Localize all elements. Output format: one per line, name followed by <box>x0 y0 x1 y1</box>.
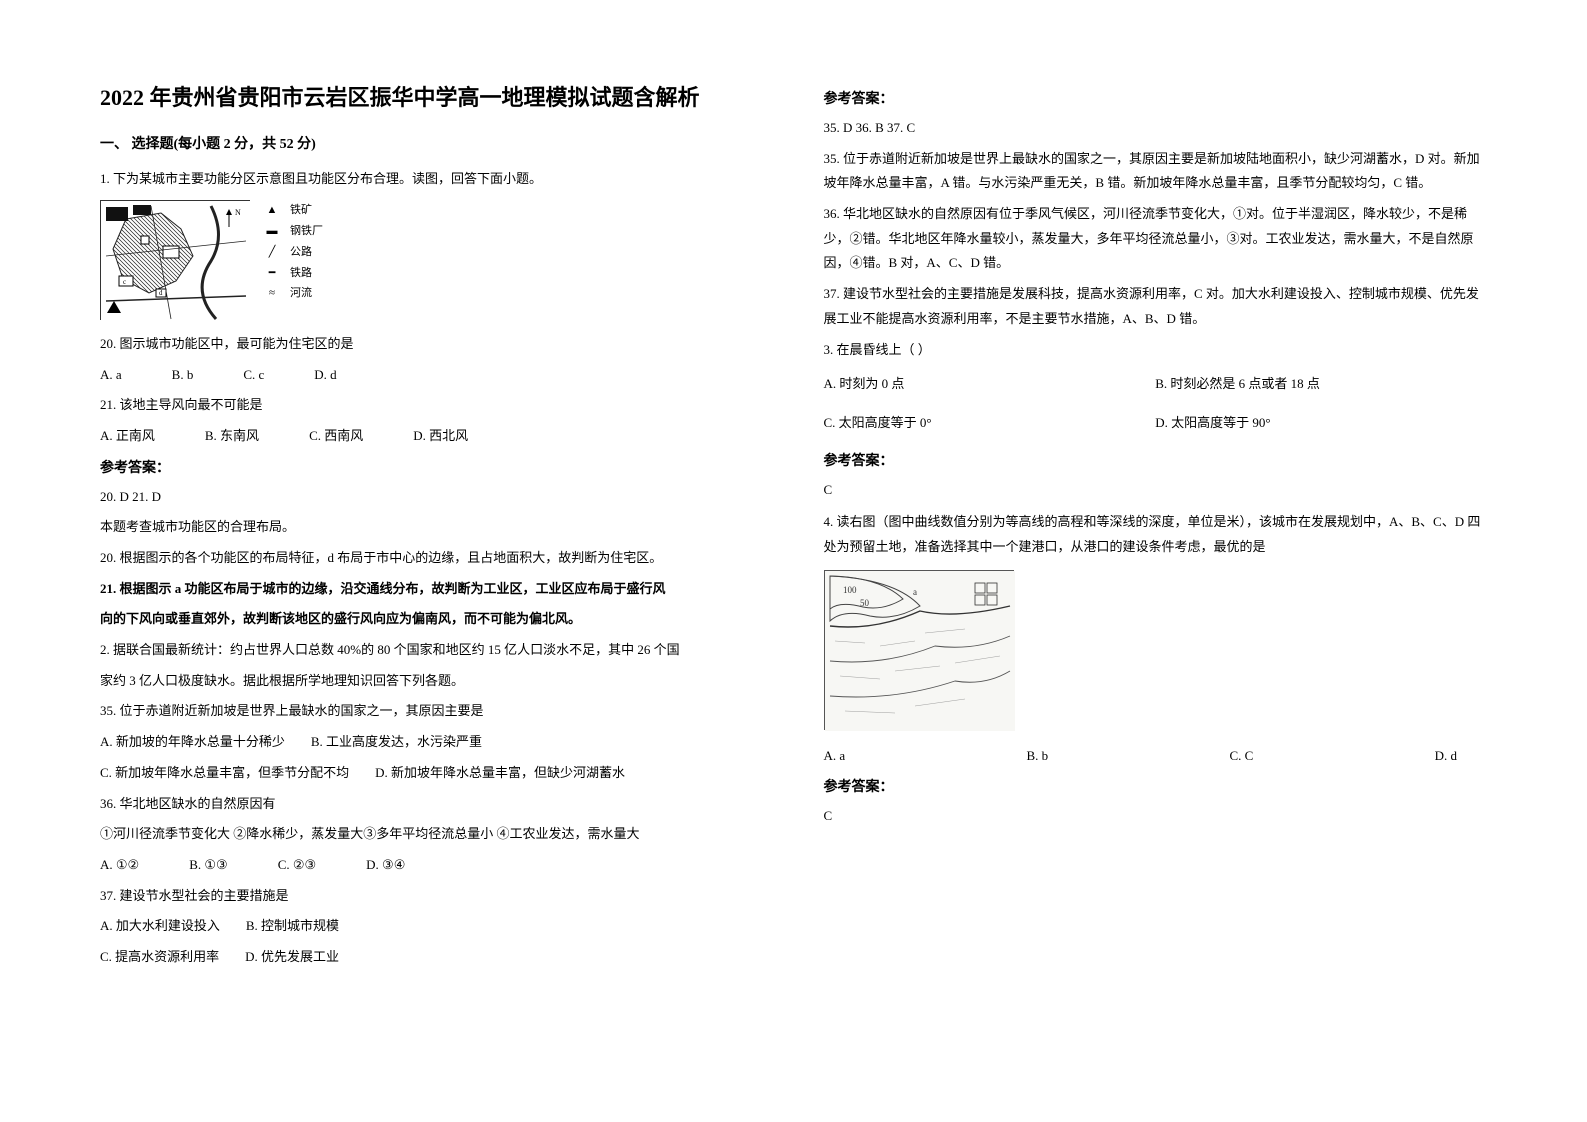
q4-opt-b: B. b <box>1026 744 1048 769</box>
legend-mine: 铁矿 <box>290 200 312 221</box>
legend-river: 河流 <box>290 283 312 304</box>
q1-answer-text1: 本题考查城市功能区的合理布局。 <box>100 515 764 540</box>
q35-stem: 35. 位于赤道附近新加坡是世界上最缺水的国家之一，其原因主要是 <box>100 699 764 724</box>
q4-opt-c: C. C <box>1229 744 1253 769</box>
q36-opt-b: B. ①③ <box>189 853 227 878</box>
q20-stem: 20. 图示城市功能区中，最可能为住宅区的是 <box>100 332 764 357</box>
q21-opt-b: B. 东南风 <box>205 424 259 449</box>
left-column: 2022 年贵州省贵阳市云岩区振华中学高一地理模拟试题含解析 一、 选择题(每小… <box>100 80 764 1072</box>
svg-text:50: 50 <box>860 598 870 608</box>
q37-opt-c: C. 提高水资源利用率 <box>100 949 219 964</box>
q20-opt-b: B. b <box>172 363 194 388</box>
legend: ▲ 铁矿 ▬ 钢铁厂 ╱ 公路 ━ 铁路 ≈ 河流 <box>260 200 323 304</box>
q1-stem: 1. 下为某城市主要功能分区示意图且功能区分布合理。读图，回答下面小题。 <box>100 167 764 192</box>
river-icon: ≈ <box>260 283 284 304</box>
q21-opt-a: A. 正南风 <box>100 424 155 449</box>
rail-icon: ━ <box>260 263 284 284</box>
q20-opt-d: D. d <box>314 363 336 388</box>
svg-text:a: a <box>913 587 917 597</box>
q21-opt-d: D. 西北风 <box>413 424 468 449</box>
svg-text:N: N <box>235 208 241 217</box>
q35-opt-c: C. 新加坡年降水总量丰富，但季节分配不均 <box>100 765 349 780</box>
city-map-image: N c d <box>100 200 250 320</box>
q2-answer-heading: 参考答案： <box>824 88 1488 108</box>
q20-opt-c: C. c <box>243 363 264 388</box>
q4-answer-heading: 参考答案： <box>824 776 1488 796</box>
q35-explanation: 35. 位于赤道附近新加坡是世界上最缺水的国家之一，其原因主要是新加坡陆地面积小… <box>824 147 1488 196</box>
q37-explanation: 37. 建设节水型社会的主要措施是发展科技，提高水资源利用率，C 对。加大水利建… <box>824 282 1488 331</box>
legend-factory: 钢铁厂 <box>290 221 323 242</box>
q1-figure: N c d ▲铁 <box>100 200 764 320</box>
q1-answer-text2: 20. 根据图示的各个功能区的布局特征，d 布局于市中心的边缘，且占地面积大，故… <box>100 546 764 571</box>
q1-answer-text4: 向的下风向或垂直郊外，故判断该地区的盛行风向应为偏南风，而不可能为偏北风。 <box>100 607 764 632</box>
q1-answer-heading: 参考答案： <box>100 457 764 477</box>
q4-options: A. a B. b C. C D. d <box>824 744 1488 769</box>
q4-opt-d: D. d <box>1435 744 1457 769</box>
q4-opt-a: A. a <box>824 744 846 769</box>
svg-text:100: 100 <box>843 585 857 595</box>
q3-options: A. 时刻为 0 点 B. 时刻必然是 6 点或者 18 点 C. 太阳高度等于… <box>824 372 1488 435</box>
q21-opt-c: C. 西南风 <box>309 424 363 449</box>
q3-opt-c: C. 太阳高度等于 0° <box>824 411 1156 436</box>
q4-figure: 100 50 a <box>824 570 1014 730</box>
q3-opt-d: D. 太阳高度等于 90° <box>1155 411 1487 436</box>
q37-opts-row1: A. 加大水利建设投入 B. 控制城市规模 <box>100 914 764 939</box>
q36-options: A. ①② B. ①③ C. ②③ D. ③④ <box>100 853 764 878</box>
q37-opt-b: B. 控制城市规模 <box>246 918 339 933</box>
q36-subitems: ①河川径流季节变化大 ②降水稀少，蒸发量大③多年平均径流总量小 ④工农业发达，需… <box>100 822 764 847</box>
section-1-heading: 一、 选择题(每小题 2 分，共 52 分) <box>100 133 764 153</box>
right-column: 参考答案： 35. D 36. B 37. C 35. 位于赤道附近新加坡是世界… <box>824 80 1488 1072</box>
q4-stem: 4. 读右图（图中曲线数值分别为等高线的高程和等深线的深度，单位是米），该城市在… <box>824 510 1488 559</box>
q1-answer-text3: 21. 根据图示 a 功能区布局于城市的边缘，沿交通线分布，故判断为工业区，工业… <box>100 577 764 602</box>
factory-icon: ▬ <box>260 221 284 242</box>
q37-opt-d: D. 优先发展工业 <box>245 949 339 964</box>
q36-opt-a: A. ①② <box>100 853 139 878</box>
q35-opt-d: D. 新加坡年降水总量丰富，但缺少河湖蓄水 <box>375 765 625 780</box>
q21-stem: 21. 该地主导风向最不可能是 <box>100 393 764 418</box>
legend-rail: 铁路 <box>290 263 312 284</box>
q36-opt-c: C. ②③ <box>278 853 316 878</box>
mine-icon: ▲ <box>260 200 284 221</box>
q1-answer-line: 20. D 21. D <box>100 485 764 510</box>
q37-opts-row2: C. 提高水资源利用率 D. 优先发展工业 <box>100 945 764 970</box>
q37-opt-a: A. 加大水利建设投入 <box>100 918 220 933</box>
q35-opt-a: A. 新加坡的年降水总量十分稀少 <box>100 734 285 749</box>
q2-stem-line1: 2. 据联合国最新统计：约占世界人口总数 40%的 80 个国家和地区约 15 … <box>100 638 764 663</box>
q3-stem: 3. 在晨昏线上（ ） <box>824 338 1488 363</box>
q20-opt-a: A. a <box>100 363 122 388</box>
q35-opt-b: B. 工业高度发达，水污染严重 <box>311 734 482 749</box>
road-icon: ╱ <box>260 242 284 263</box>
exam-title: 2022 年贵州省贵阳市云岩区振华中学高一地理模拟试题含解析 <box>100 80 764 115</box>
q4-answer: C <box>824 804 1488 829</box>
q2-answer-line: 35. D 36. B 37. C <box>824 116 1488 141</box>
q3-answer-heading: 参考答案： <box>824 450 1488 470</box>
q20-options: A. a B. b C. c D. d <box>100 363 764 388</box>
q3-opt-b: B. 时刻必然是 6 点或者 18 点 <box>1155 372 1487 397</box>
q2-stem-line2: 家约 3 亿人口极度缺水。据此根据所学地理知识回答下列各题。 <box>100 669 764 694</box>
q35-opts-row1: A. 新加坡的年降水总量十分稀少 B. 工业高度发达，水污染严重 <box>100 730 764 755</box>
q35-opts-row2: C. 新加坡年降水总量丰富，但季节分配不均 D. 新加坡年降水总量丰富，但缺少河… <box>100 761 764 786</box>
q3-opt-a: A. 时刻为 0 点 <box>824 372 1156 397</box>
q36-explanation: 36. 华北地区缺水的自然原因有位于季风气候区，河川径流季节变化大，①对。位于半… <box>824 202 1488 276</box>
svg-text:d: d <box>159 289 163 297</box>
q3-answer: C <box>824 478 1488 503</box>
q21-options: A. 正南风 B. 东南风 C. 西南风 D. 西北风 <box>100 424 764 449</box>
q36-opt-d: D. ③④ <box>366 853 405 878</box>
q36-stem: 36. 华北地区缺水的自然原因有 <box>100 792 764 817</box>
legend-road: 公路 <box>290 242 312 263</box>
q37-stem: 37. 建设节水型社会的主要措施是 <box>100 884 764 909</box>
svg-text:c: c <box>123 278 126 286</box>
